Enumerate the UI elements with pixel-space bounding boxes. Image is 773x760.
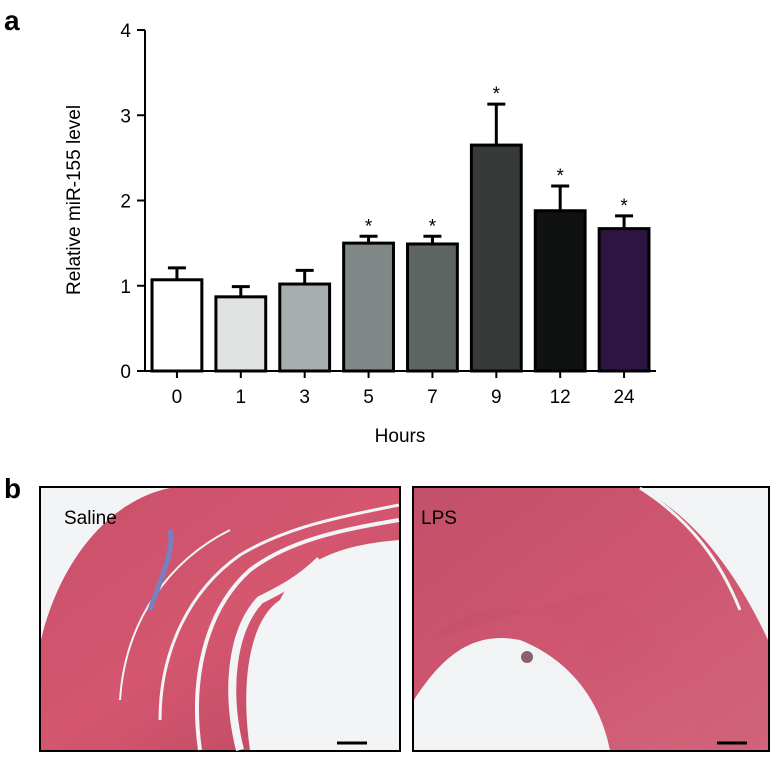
image-label: LPS [421, 508, 457, 529]
x-tick-label: 0 [172, 387, 183, 408]
bar [469, 143, 523, 373]
y-tick-label: 0 [120, 362, 131, 383]
y-tick-label: 2 [120, 192, 131, 213]
panel-label: a [4, 5, 20, 36]
bar [406, 242, 459, 373]
x-tick-label: 1 [236, 387, 247, 408]
micrograph-lps [412, 486, 770, 752]
significance-marker: * [365, 216, 373, 237]
x-tick-label: 24 [613, 387, 635, 408]
bar [278, 282, 332, 373]
bar [150, 278, 204, 373]
y-axis-label: Relative miR-155 level [64, 105, 85, 295]
y-tick-label: 3 [120, 106, 131, 127]
image-label: Saline [64, 508, 117, 529]
y-tick-label: 4 [120, 21, 131, 42]
x-axis-label: Hours [375, 426, 426, 447]
significance-marker: * [556, 166, 564, 187]
y-tick-label: 1 [120, 277, 131, 298]
x-tick-label: 7 [427, 387, 438, 408]
micrograph-saline [39, 486, 401, 752]
bar [597, 227, 651, 373]
x-tick-label: 5 [363, 387, 374, 408]
bar [533, 209, 587, 373]
x-tick-label: 12 [550, 387, 571, 408]
significance-marker: * [429, 216, 437, 237]
bar [342, 241, 395, 373]
x-tick-label: 3 [299, 387, 310, 408]
significance-marker: * [493, 84, 501, 105]
x-tick-label: 9 [491, 387, 502, 408]
significance-marker: * [620, 196, 628, 217]
panel-label: b [4, 473, 21, 504]
bar [214, 295, 268, 373]
